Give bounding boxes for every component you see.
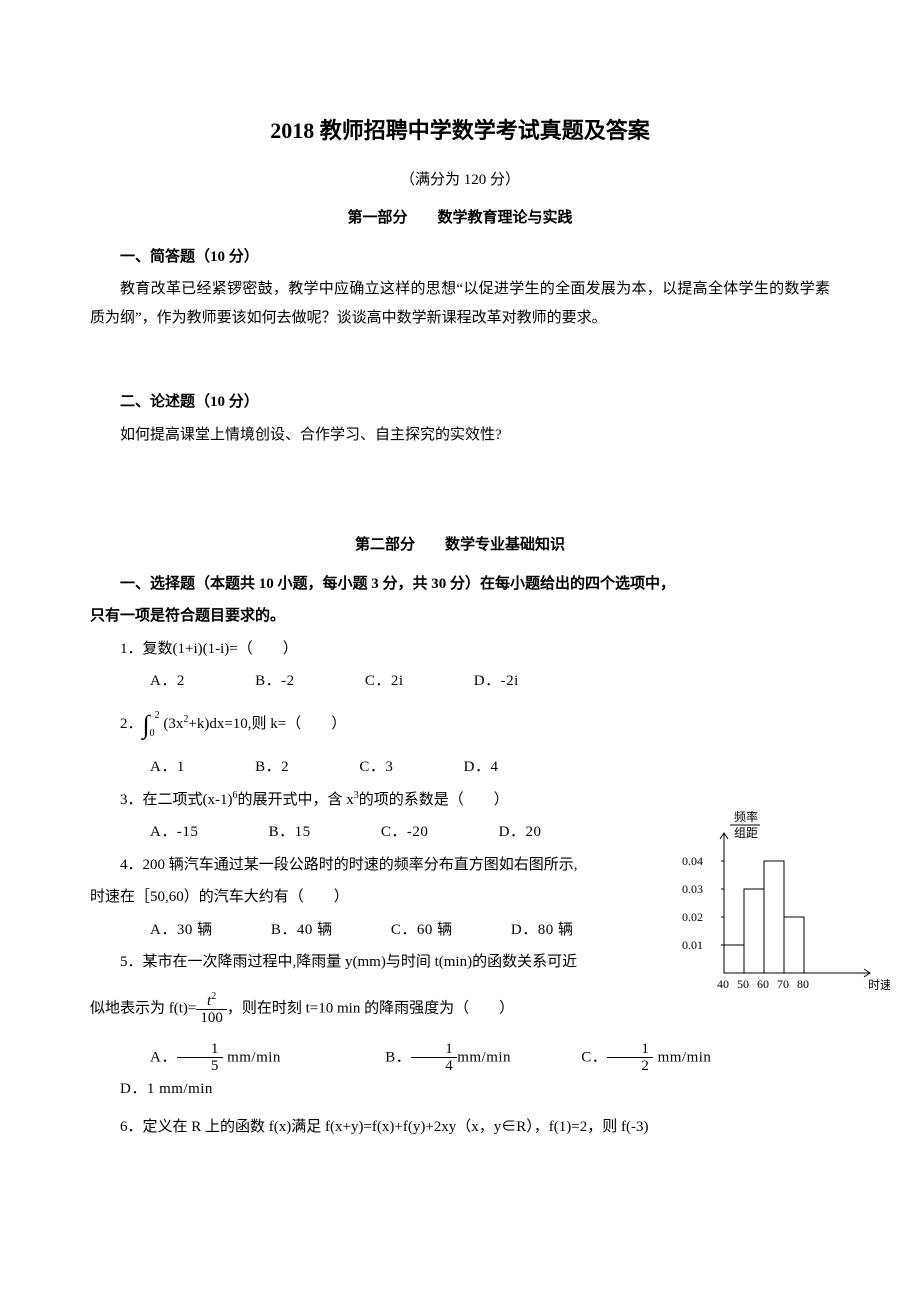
q2-int-hi: 2: [155, 710, 160, 721]
q5-A-unit: mm/min: [223, 1049, 281, 1065]
svg-text:频率: 频率: [734, 809, 758, 824]
svg-text:0.01: 0.01: [682, 938, 703, 952]
q5-B-den: 4: [411, 1058, 457, 1075]
q5-A: A．15 mm/min: [120, 1041, 281, 1075]
svg-text:70: 70: [777, 977, 789, 991]
q5-l2a: 似地表示为 f(t)=: [90, 1000, 196, 1016]
q4-D: D．80 辆: [481, 916, 574, 945]
q2-text: 2．∫02 (3x2 +k)dx=10,则 k=（ ）: [90, 700, 830, 749]
q5-A-num: 1: [177, 1041, 223, 1059]
q1-text: 1．复数(1+i)(1-i)=（ ）: [90, 635, 830, 664]
q5-B: B．14mm/min: [355, 1041, 511, 1075]
part1-header: 第一部分 数学教育理论与实践: [90, 204, 830, 233]
q2-body: (3x: [163, 716, 183, 732]
q5-D: D．1 mm/min: [90, 1075, 213, 1104]
q1-D: D．-2i: [444, 667, 519, 696]
q2-D: D．4: [434, 753, 499, 782]
q5-C-pre: C．: [581, 1049, 607, 1065]
p1-s2-body-text: 如何提高课堂上情境创设、合作学习、自主探究的实效性?: [120, 427, 502, 443]
svg-text:时速: 时速: [868, 978, 890, 992]
q5-C-den: 2: [607, 1058, 653, 1075]
q5-frac-num-exp: 2: [211, 991, 216, 1002]
q5-options: A．15 mm/min B．14mm/min C．12 mm/min D．1 m…: [90, 1041, 830, 1104]
doc-subtitle: （满分为 120 分）: [90, 166, 830, 195]
q2-C: C．3: [329, 753, 393, 782]
q5-B-pre: B．: [385, 1049, 411, 1065]
q5-A-den: 5: [177, 1058, 223, 1075]
q5-B-unit: mm/min: [457, 1049, 511, 1065]
q5-A-pre: A．: [150, 1049, 177, 1065]
p1-s2-body: 如何提高课堂上情境创设、合作学习、自主探究的实效性?: [90, 421, 830, 450]
q5-frac-den: 100: [196, 1010, 227, 1027]
q3-D: D．20: [469, 818, 542, 847]
q3-c: 的项的系数是（ ）: [359, 792, 509, 808]
q5-l2b: ，则在时刻 t=10 min 的降雨强度为（ ）: [227, 1000, 514, 1016]
doc-title: 2018 教师招聘中学数学考试真题及答案: [90, 110, 830, 152]
svg-text:60: 60: [757, 977, 769, 991]
p1-s1-body-text: 教育改革已经紧锣密鼓，教学中应确立这样的思想“以促进学生的全面发展为本，以提高全…: [90, 281, 830, 326]
q5-C-unit: mm/min: [653, 1049, 711, 1065]
q2-B: B．2: [225, 753, 289, 782]
q3-C: C．-20: [351, 818, 429, 847]
q1-C: C．2i: [335, 667, 404, 696]
integral-icon: ∫02: [143, 716, 160, 732]
p1-s1-body: 教育改革已经紧锣密鼓，教学中应确立这样的思想“以促进学生的全面发展为本，以提高全…: [90, 275, 830, 332]
svg-text:0.03: 0.03: [682, 882, 703, 896]
q4-A: A．30 辆: [120, 916, 213, 945]
histogram-chart: 频率组距时速 0.01 0.02 0.03 0.04 40 50 60 70 80: [680, 808, 890, 1003]
q5-B-num: 1: [411, 1041, 457, 1059]
q5-C: C．12 mm/min: [551, 1041, 711, 1075]
q3-b: 的展开式中，含 x: [238, 792, 354, 808]
q3-a: 3．在二项式(x-1): [120, 792, 233, 808]
q1-B: B．-2: [225, 667, 295, 696]
q3-B: B．15: [239, 818, 311, 847]
q1-options: A．2 B．-2 C．2i D．-2i: [90, 667, 830, 696]
q5-C-num: 1: [607, 1041, 653, 1059]
p2-s1-header2: 只有一项是符合题目要求的。: [90, 602, 830, 631]
p1-s1-header: 一、简答题（10 分）: [90, 243, 830, 272]
q4-C: C．60 辆: [361, 916, 453, 945]
q3-A: A．-15: [120, 818, 198, 847]
svg-text:50: 50: [737, 977, 749, 991]
svg-text:0.02: 0.02: [682, 910, 703, 924]
p1-s2-header: 二、论述题（10 分）: [90, 388, 830, 417]
q4-B: B．40 辆: [241, 916, 333, 945]
q2-body2: +k)dx=10,则 k=（ ）: [188, 716, 346, 732]
histogram-svg: 频率组距时速 0.01 0.02 0.03 0.04 40 50 60 70 80: [680, 808, 890, 1003]
q2-options: A．1 B．2 C．3 D．4: [90, 753, 830, 782]
part2-header: 第二部分 数学专业基础知识: [90, 531, 830, 560]
q2-int-lo: 0: [150, 728, 155, 739]
svg-text:80: 80: [797, 977, 809, 991]
svg-text:40: 40: [717, 977, 729, 991]
q5-frac: t2100: [196, 991, 227, 1027]
svg-text:0.04: 0.04: [682, 854, 703, 868]
q1-A: A．2: [120, 667, 185, 696]
p2-s1-header: 一、选择题（本题共 10 小题，每小题 3 分，共 30 分）在每小题给出的四个…: [90, 570, 830, 599]
q2-A: A．1: [120, 753, 185, 782]
svg-text:组距: 组距: [734, 826, 758, 840]
q2-pre: 2．: [120, 716, 143, 732]
q6-text: 6．定义在 R 上的函数 f(x)满足 f(x+y)=f(x)+f(y)+2xy…: [90, 1113, 830, 1142]
